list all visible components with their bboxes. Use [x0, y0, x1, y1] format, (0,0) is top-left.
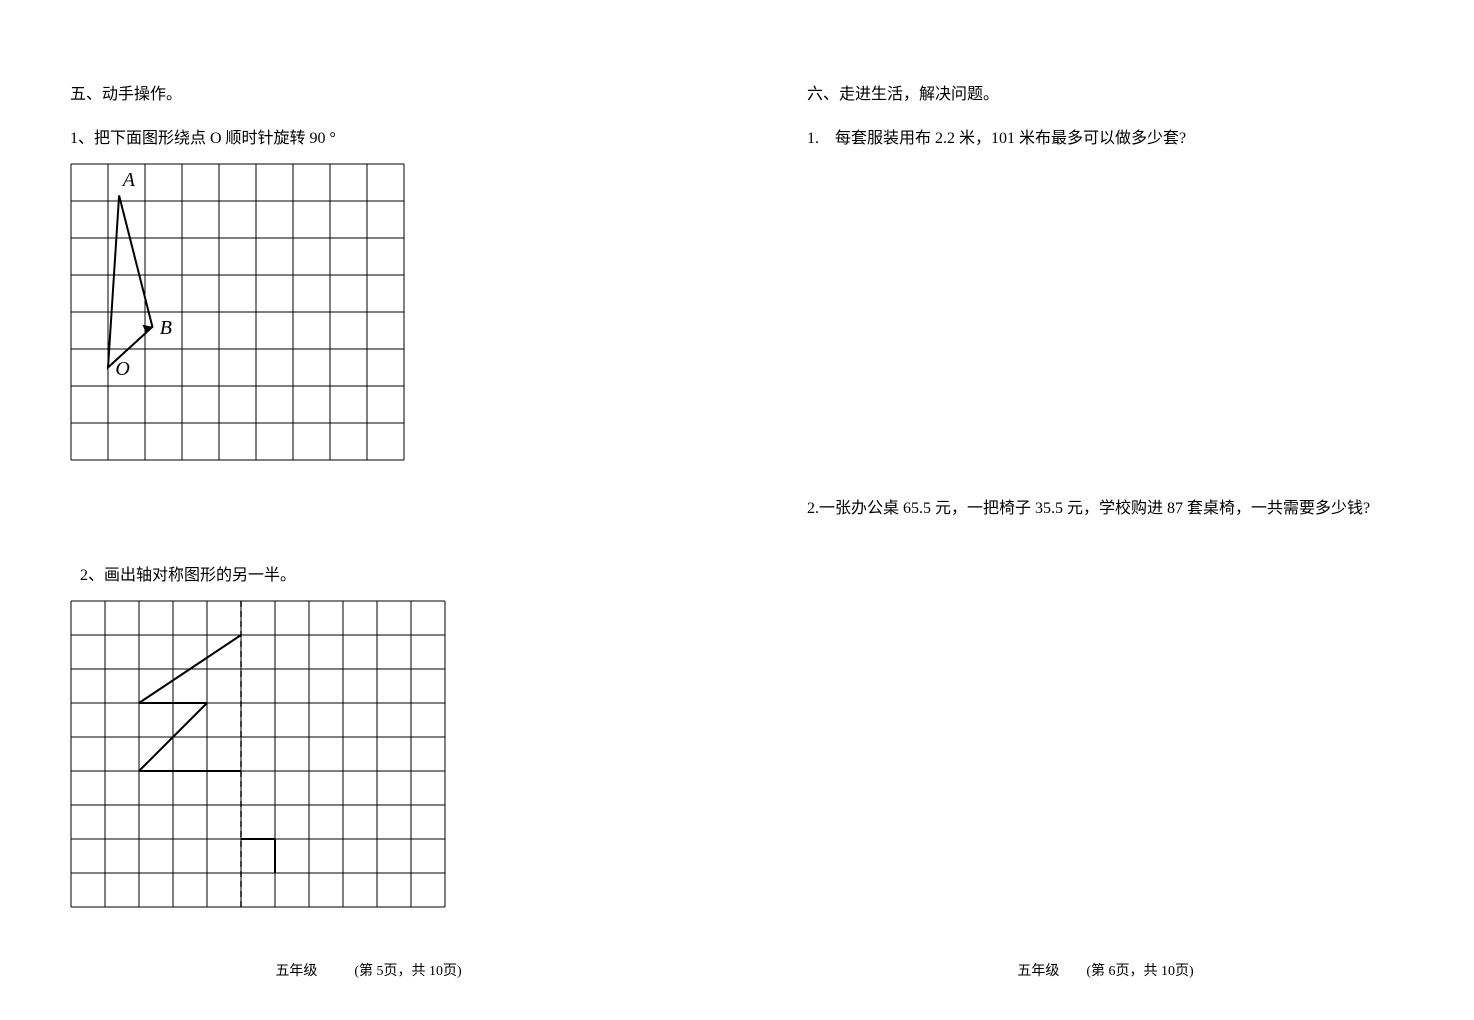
section-5-title: 五、动手操作。 [70, 80, 677, 104]
svg-text:B: B [160, 317, 172, 339]
problem-6-1-text: 1. 每套服装用布 2.2 米，101 米布最多可以做多少套? [807, 124, 1414, 148]
footer-grade-right: 五年级 [1017, 964, 1059, 979]
rotation-grid: A B O [70, 163, 405, 461]
problem-5-1-text: 1、把下面图形绕点 O 顺时针旋转 90 ° [70, 124, 677, 148]
section-6-title: 六、走进生活，解决问题。 [807, 80, 1414, 104]
problem-5-2-text: 2、画出轴对称图形的另一半。 [70, 561, 677, 585]
left-footer: 五年级 (第 5页，共 10页) [0, 960, 737, 980]
svg-text:A: A [121, 169, 136, 191]
problem-6-2-text: 2.一张办公桌 65.5 元，一把椅子 35.5 元，学校购进 87 套桌椅，一… [807, 493, 1414, 525]
grid-1-container: A B O [70, 163, 677, 461]
footer-pageinfo-left: (第 5页，共 10页) [354, 964, 461, 979]
right-footer: 五年级 (第 6页，共 10页) [737, 960, 1474, 980]
footer-pageinfo-right: (第 6页，共 10页) [1086, 964, 1193, 979]
grid-2-container [70, 600, 677, 908]
symmetry-grid [70, 600, 446, 908]
footer-grade-left: 五年级 [275, 964, 317, 979]
svg-text:O: O [115, 358, 129, 380]
left-page: 五、动手操作。 1、把下面图形绕点 O 顺时针旋转 90 ° A B O 2、画出轴… [0, 0, 737, 1020]
right-page: 六、走进生活，解决问题。 1. 每套服装用布 2.2 米，101 米布最多可以做… [737, 0, 1474, 1020]
